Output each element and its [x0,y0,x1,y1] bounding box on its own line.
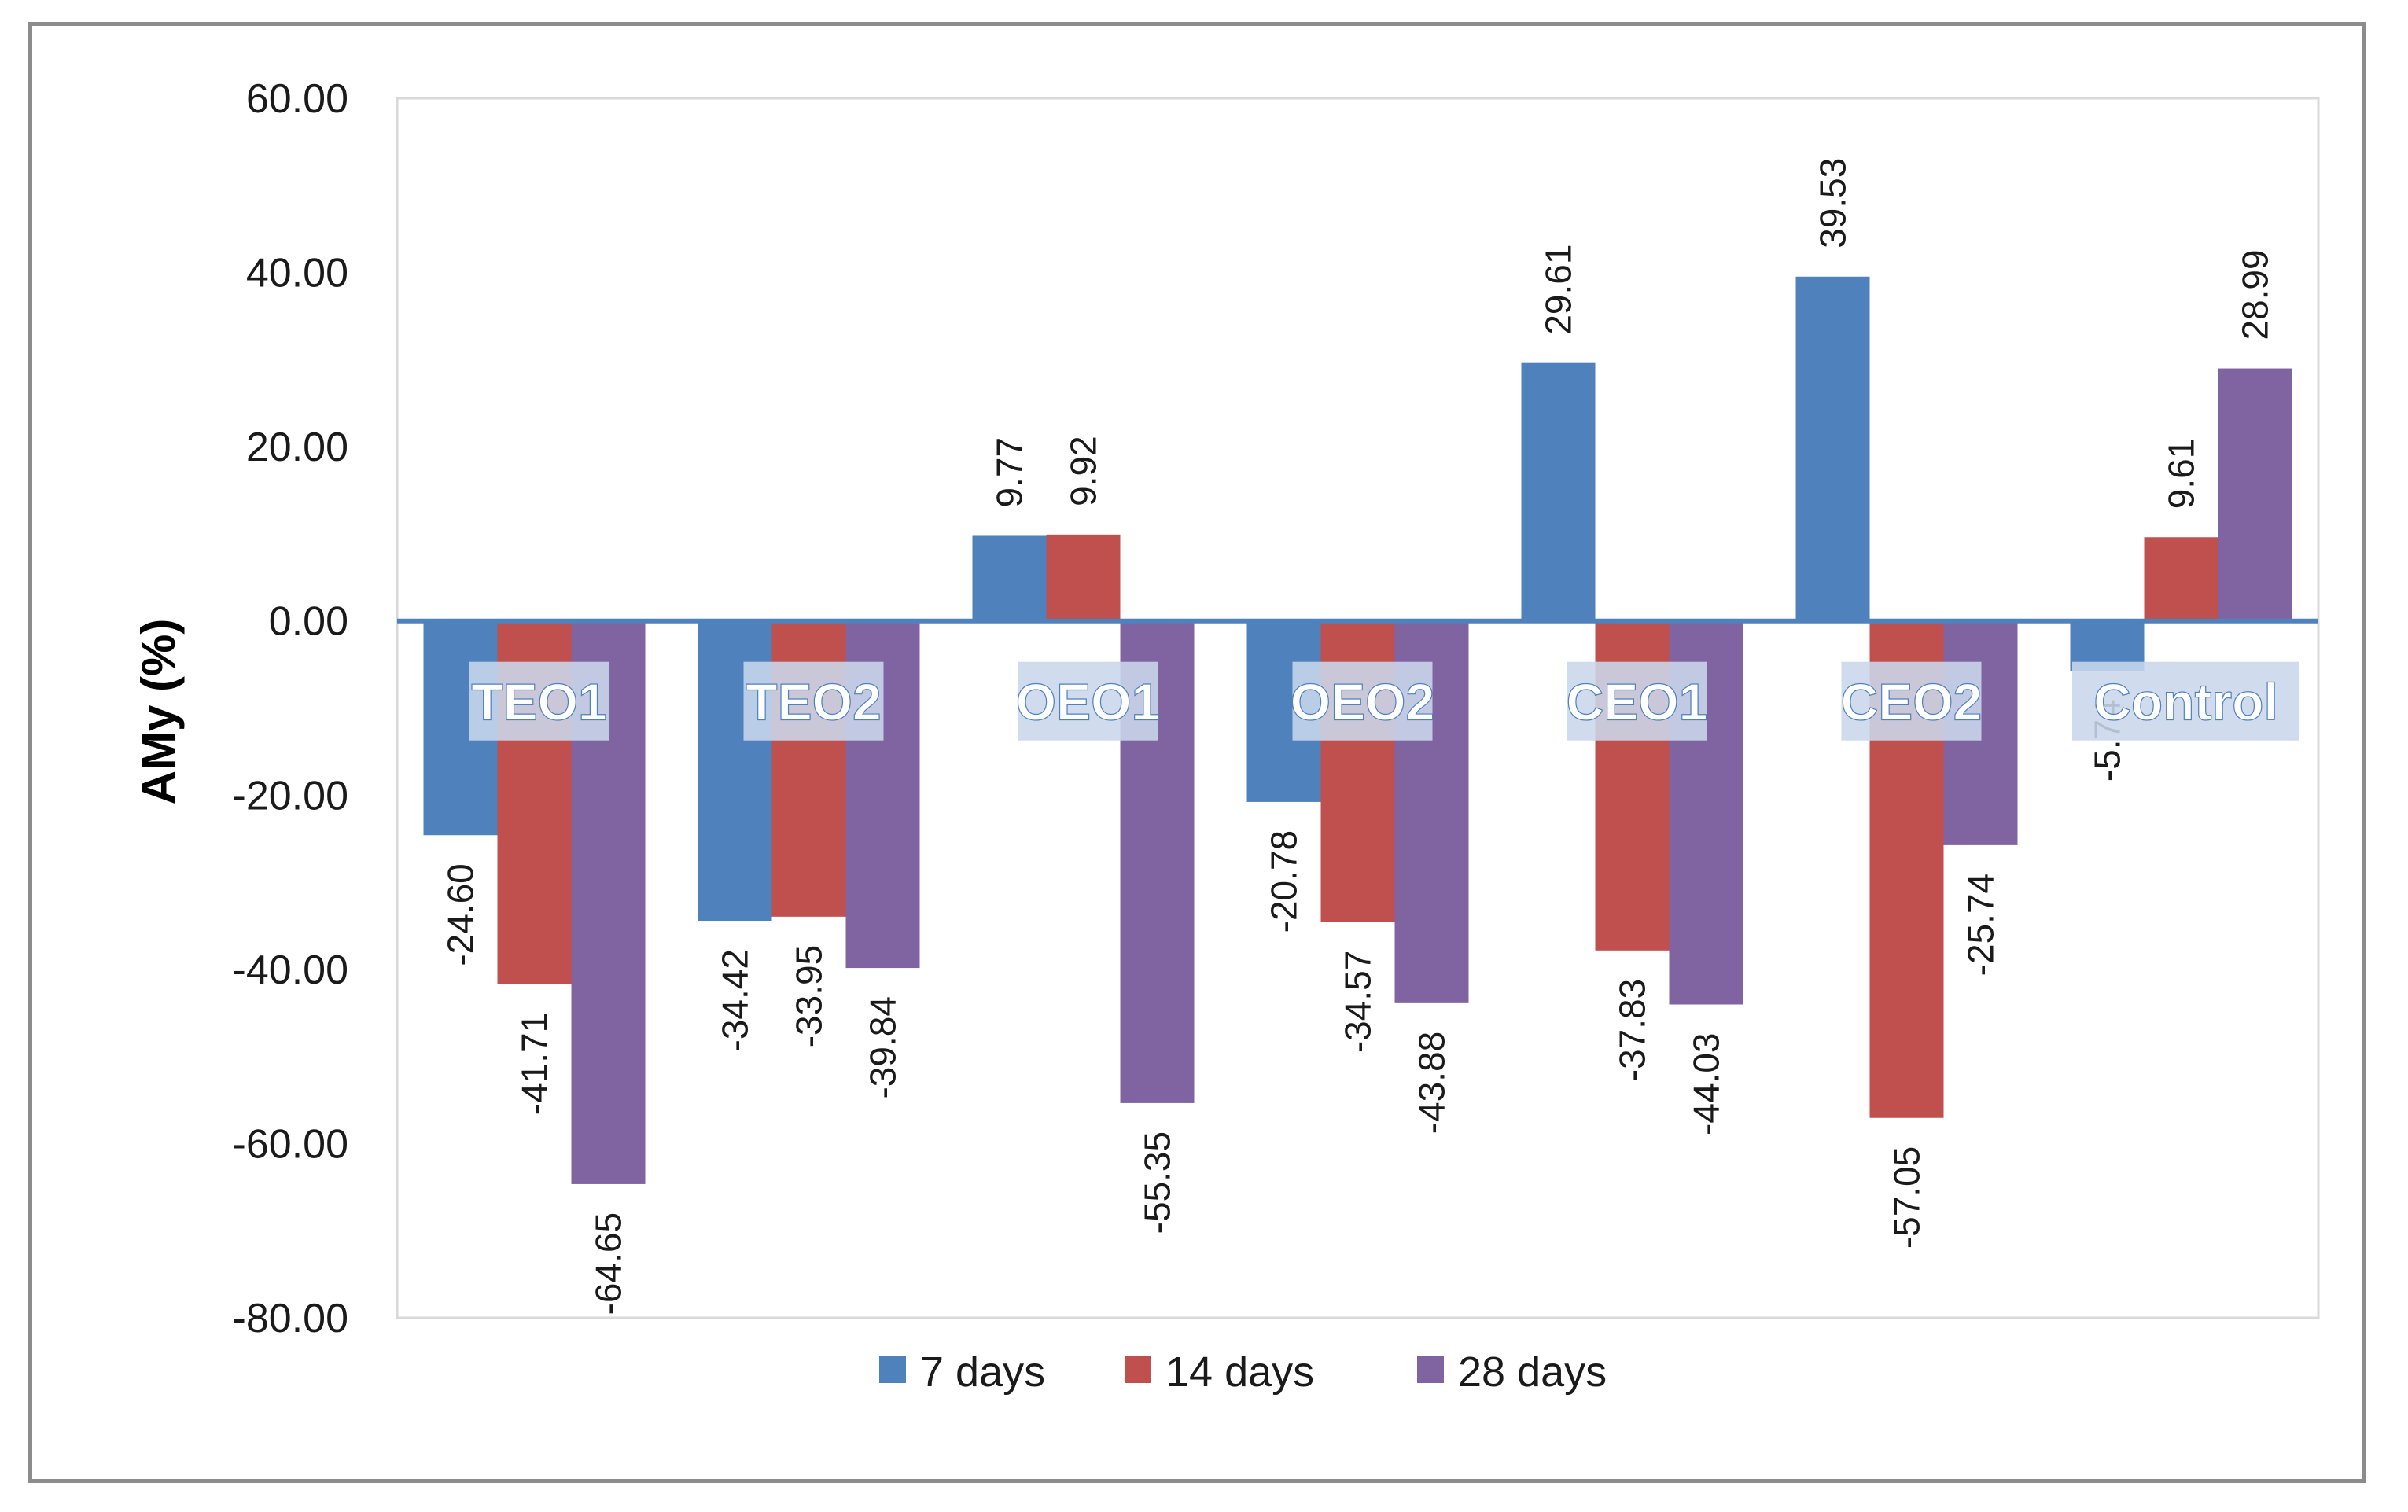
legend-swatch [1417,1356,1444,1383]
data-label: 9.92 [1063,436,1104,506]
category-label-bg [1292,661,1433,741]
data-label: 28.99 [2235,249,2276,340]
y-tick-label: 20.00 [246,425,348,470]
category-label: CEO2 [1841,673,1983,731]
category-label-bg [1567,661,1707,741]
category-label-bg [2072,661,2299,741]
data-label: -44.03 [1686,1033,1727,1135]
category-label-bg [469,661,609,741]
legend: 7 days 14 days 28 days [879,1348,1607,1396]
legend-label: 7 days [920,1348,1045,1396]
data-label: -20.78 [1264,830,1305,933]
plot-area [396,97,2320,1319]
data-label: -39.84 [863,996,904,1098]
data-label: -33.95 [789,945,830,1047]
bar-ceo1-7-days [1521,362,1596,621]
legend-label: 14 days [1165,1348,1314,1396]
data-label: -55.35 [1137,1131,1178,1234]
category-label: TEO1 [471,673,606,731]
legend-swatch [879,1356,906,1383]
data-labels: -24.60-34.429.77-20.7829.6139.53-5.74-41… [440,158,2276,1315]
bar-control-14-days [2144,537,2218,621]
data-label: 9.61 [2161,439,2202,510]
category-label-bg [743,661,884,741]
data-label: 29.61 [1538,245,1579,335]
y-tick-label: -40.00 [233,947,348,993]
y-tick-label: -60.00 [233,1121,348,1167]
y-tick-label: 60.00 [246,76,348,122]
data-label: -64.65 [588,1212,629,1315]
data-label: -43.88 [1412,1032,1453,1134]
category-label: CEO1 [1567,673,1708,731]
data-label: -37.83 [1612,979,1653,1081]
bar-oeo1-7-days [972,535,1047,621]
legend-swatch [1125,1356,1151,1383]
plot-border [396,97,2320,1319]
category-labels: TEO1 TEO2 OEO1 OEO2 CEO1 CEO2 Control [469,661,2299,741]
y-tick-label: -20.00 [233,773,348,819]
y-tick-label: -80.00 [233,1296,348,1341]
data-label: -24.60 [440,863,481,966]
y-tick-label: 0.00 [269,599,348,645]
category-label: OEO1 [1016,673,1160,731]
category-label-bg [1018,661,1158,741]
data-label: -34.42 [715,949,756,1051]
category-label-bg [1841,661,1982,741]
data-label: -34.57 [1338,951,1379,1053]
category-label: TEO2 [746,673,881,731]
data-label: 39.53 [1813,158,1854,248]
data-label: -57.05 [1887,1146,1928,1249]
y-axis-label: AMy (%) [132,619,185,805]
bar-oeo1-14-days [1046,534,1121,621]
data-label: -41.71 [514,1013,555,1115]
data-label: -25.74 [1961,874,2001,976]
y-axis-ticks: 60.00 40.00 20.00 0.00 -20.00 -40.00 -60.00 -80… [233,76,348,1341]
legend-label: 28 days [1458,1348,1607,1396]
bar-ceo2-7-days [1795,276,1870,621]
y-tick-label: 40.00 [246,251,348,296]
category-label: Control [2093,673,2278,731]
data-label: 9.77 [989,437,1030,508]
category-label: OEO2 [1291,673,1434,731]
bar-control-28-days [2218,368,2292,621]
